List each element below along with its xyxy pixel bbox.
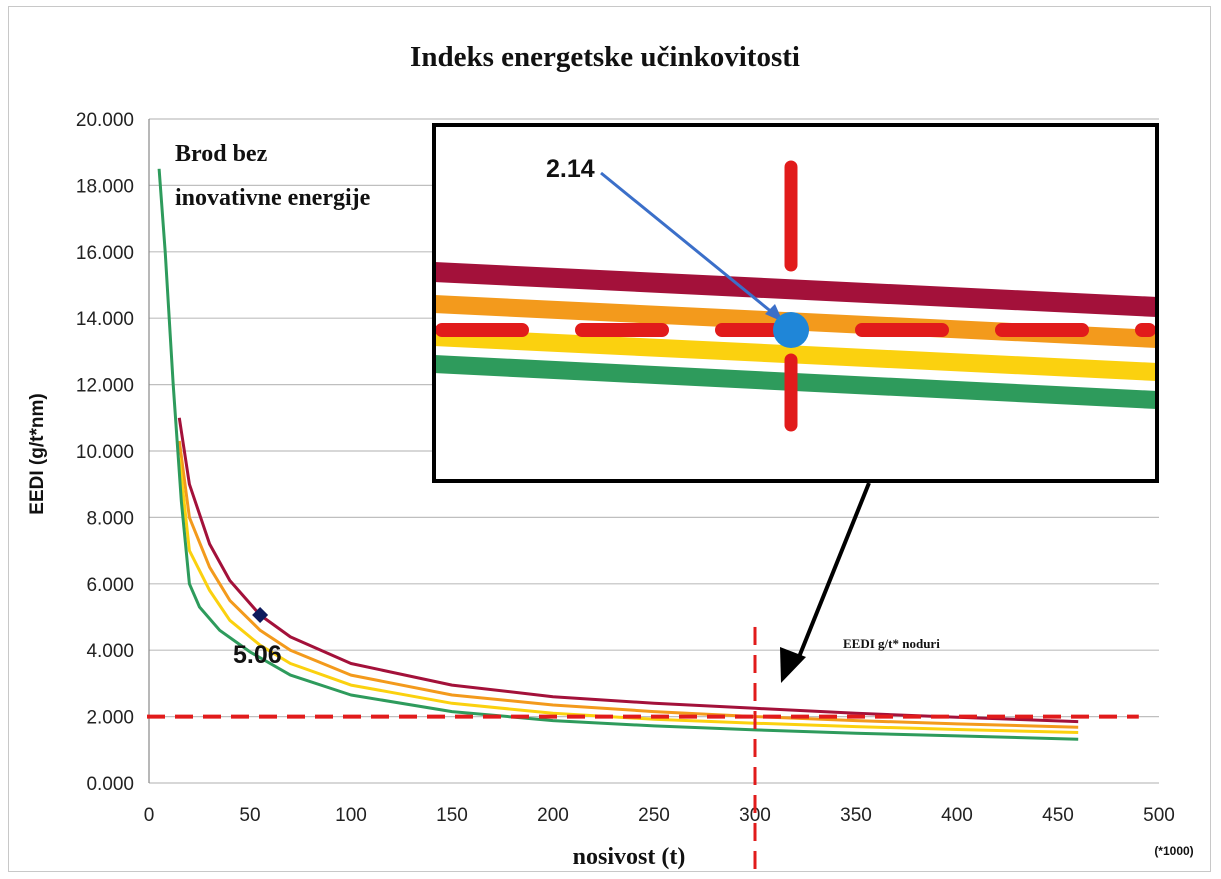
- x-tick-label: 0: [144, 805, 155, 826]
- y-tick-label: 12.000: [76, 376, 134, 397]
- callout-line: [797, 482, 871, 658]
- chart-frame: Indeks energetske učinkovitosti 0.000 2.0…: [8, 6, 1211, 873]
- callout-arrowhead: [780, 647, 806, 683]
- x-tick-label: 50: [239, 805, 260, 826]
- y-tick-label: 16.000: [76, 243, 134, 264]
- y-tick-label: 8.000: [86, 508, 134, 529]
- x-unit-note: (*1000): [1154, 844, 1193, 858]
- x-axis-label: nosivost (t): [573, 844, 686, 870]
- y-tick-label: 4.000: [86, 641, 134, 662]
- inset-band-3: [433, 328, 1158, 381]
- series-line-4: [157, 168, 1079, 741]
- eedi-chart: Indeks energetske učinkovitosti 0.000 2.0…: [27, 41, 1194, 873]
- callout-arrow: [780, 482, 871, 683]
- x-tick-labels: 0 50 100 150 200 250 300 350 400 450 500: [144, 805, 1175, 826]
- y-tick-labels: 0.000 2.000 4.000 6.000 8.000 10.000 12.000 14.…: [76, 110, 134, 795]
- x-tick-label: 200: [537, 805, 569, 826]
- brod-annotation-line2: inovativne energije: [175, 185, 371, 211]
- y-axis-label: EEDI (g/t*nm): [27, 393, 48, 514]
- x-tick-label: 450: [1042, 805, 1074, 826]
- reference-lines: [147, 626, 1139, 873]
- y-tick-label: 10.000: [76, 442, 134, 463]
- marked-point-diamond: [252, 607, 269, 624]
- x-tick-label: 350: [840, 805, 872, 826]
- y-tick-label: 0.000: [86, 774, 134, 795]
- x-tick-label: 400: [941, 805, 973, 826]
- x-tick-label: 250: [638, 805, 670, 826]
- x-tick-label: 500: [1143, 805, 1175, 826]
- series-line-1: [177, 417, 1079, 724]
- inset-pointer-line: [600, 171, 780, 320]
- x-tick-label: 100: [335, 805, 367, 826]
- inset-border: [432, 123, 1159, 483]
- series-line-2: [177, 440, 1079, 729]
- chart-title: Indeks energetske učinkovitosti: [410, 41, 800, 73]
- inset-zoom: 2.14: [432, 123, 1159, 483]
- x-tick-label: 150: [436, 805, 468, 826]
- y-tick-label: 18.000: [76, 176, 134, 197]
- inset-band-1: [433, 262, 1158, 317]
- y-tick-label: 14.000: [76, 309, 134, 330]
- reference-label: EEDI g/t* noduri: [843, 636, 940, 651]
- marked-point-group: [252, 607, 269, 624]
- series-line-3: [177, 457, 1079, 734]
- brod-annotation-line1: Brod bez: [175, 141, 268, 167]
- inset-value-label: 2.14: [546, 155, 595, 183]
- y-tick-label: 6.000: [86, 575, 134, 596]
- y-tick-label: 2.000: [86, 708, 134, 729]
- marked-point-label: 5.06: [233, 641, 282, 669]
- series-lines: [157, 168, 1079, 741]
- inset-highlight-point: [773, 312, 809, 348]
- y-tick-label: 20.000: [76, 110, 134, 131]
- inset-crosshair: [435, 160, 1156, 432]
- x-tick-label: 300: [739, 805, 771, 826]
